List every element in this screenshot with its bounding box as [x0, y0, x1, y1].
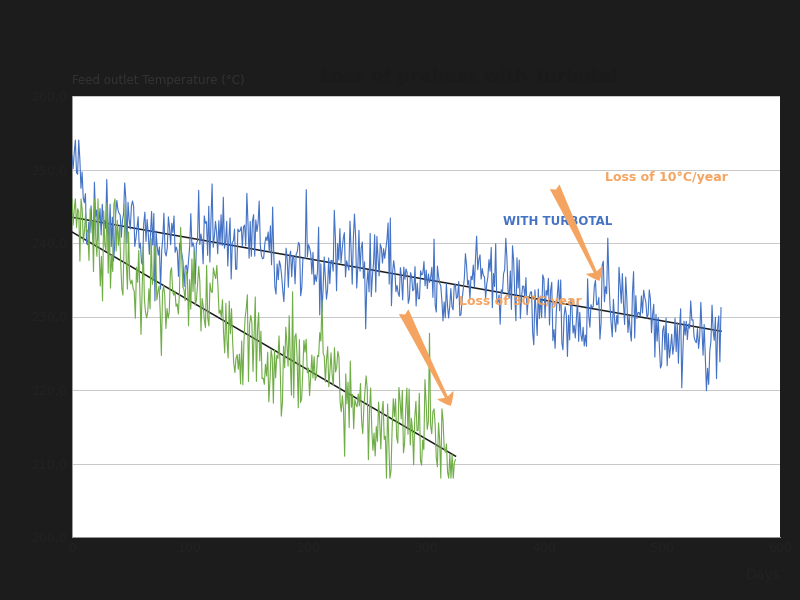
Title: Loss of preheat with Turbotal: Loss of preheat with Turbotal	[320, 68, 618, 86]
Text: WITH TURBOTAL: WITH TURBOTAL	[502, 215, 612, 227]
Text: Days: Days	[746, 568, 780, 582]
Text: Loss of 30°C/year: Loss of 30°C/year	[459, 295, 582, 308]
Text: Feed outlet Temperature (°C): Feed outlet Temperature (°C)	[72, 74, 245, 87]
Text: Loss of 10°C/year: Loss of 10°C/year	[606, 170, 728, 184]
